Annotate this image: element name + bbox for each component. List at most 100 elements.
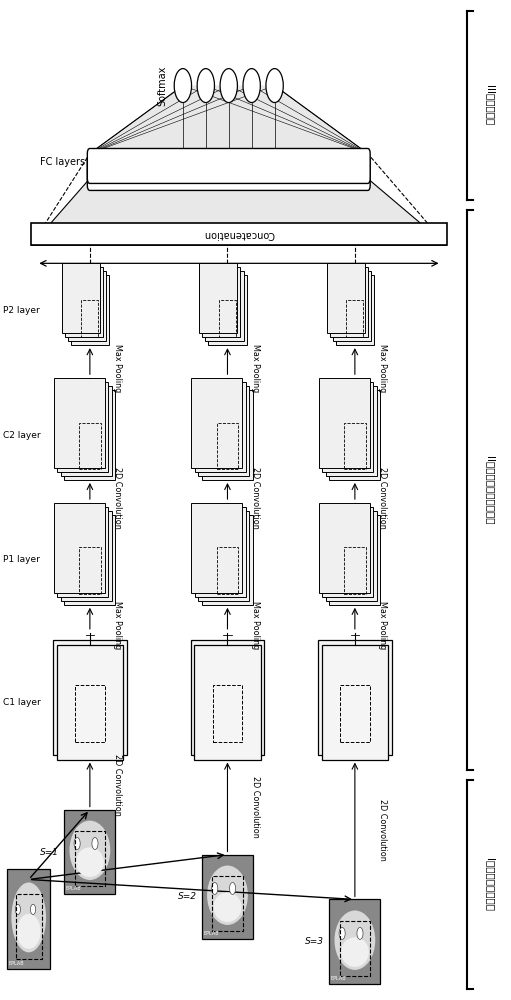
Circle shape — [197, 69, 215, 103]
Text: 2D Convolution: 2D Convolution — [379, 799, 387, 860]
Bar — [79, 547, 101, 594]
Bar — [198, 511, 249, 601]
Bar — [75, 685, 105, 742]
Text: III：分类阶段: III：分类阶段 — [485, 85, 495, 126]
Ellipse shape — [69, 821, 110, 880]
Bar — [319, 503, 369, 593]
Ellipse shape — [335, 910, 375, 970]
Bar — [191, 378, 242, 468]
Bar — [322, 507, 373, 597]
Text: P2 layer: P2 layer — [3, 306, 40, 315]
Bar — [75, 831, 105, 886]
Bar — [217, 423, 238, 469]
Text: Concatenation: Concatenation — [203, 229, 274, 239]
Text: Max Pooling: Max Pooling — [379, 344, 387, 392]
Bar — [208, 275, 247, 345]
Bar — [205, 271, 244, 341]
Bar — [195, 382, 246, 472]
Ellipse shape — [76, 847, 104, 877]
Circle shape — [243, 69, 260, 103]
Bar — [202, 390, 253, 480]
Circle shape — [339, 927, 345, 939]
Bar — [57, 507, 108, 597]
Bar — [31, 223, 447, 245]
Bar — [54, 378, 105, 468]
Bar — [346, 300, 363, 337]
Bar — [62, 263, 100, 333]
Bar — [198, 386, 249, 476]
Bar — [217, 547, 238, 594]
Bar — [194, 645, 261, 760]
Text: C2 layer: C2 layer — [3, 431, 41, 440]
Bar — [68, 271, 106, 341]
Text: 2D Convolution: 2D Convolution — [379, 467, 387, 528]
Bar — [195, 507, 246, 597]
Text: EPLAB: EPLAB — [331, 976, 346, 981]
Text: EPLAB: EPLAB — [203, 931, 219, 936]
Bar — [344, 547, 365, 594]
Bar — [213, 685, 242, 742]
Bar — [322, 382, 373, 472]
Ellipse shape — [207, 866, 248, 925]
Bar — [79, 423, 101, 469]
Bar — [330, 899, 380, 984]
FancyBboxPatch shape — [87, 148, 370, 183]
Bar — [322, 645, 388, 760]
Bar — [333, 271, 371, 341]
Circle shape — [229, 882, 236, 894]
Text: FC layers: FC layers — [40, 157, 85, 167]
Text: Max Pooling: Max Pooling — [379, 601, 387, 649]
Text: Max Pooling: Max Pooling — [113, 344, 123, 392]
Text: 2D Convolution: 2D Convolution — [113, 754, 123, 815]
Bar — [64, 515, 115, 605]
Bar — [202, 267, 241, 337]
Bar — [330, 390, 380, 480]
Bar — [53, 640, 127, 755]
Bar — [326, 511, 377, 601]
Text: S=1: S=1 — [40, 848, 59, 857]
Bar — [336, 275, 374, 345]
Circle shape — [212, 882, 218, 894]
Bar — [81, 300, 98, 337]
Bar — [330, 267, 368, 337]
Bar — [191, 640, 264, 755]
Bar — [327, 263, 365, 333]
Bar — [340, 921, 370, 976]
Bar — [57, 382, 108, 472]
Bar — [64, 390, 115, 480]
Text: Softmax: Softmax — [157, 65, 168, 106]
Text: P1 layer: P1 layer — [3, 555, 40, 564]
Polygon shape — [90, 86, 367, 153]
Text: II：多尺度特征提取阶段: II：多尺度特征提取阶段 — [485, 456, 495, 524]
Bar — [191, 503, 242, 593]
Circle shape — [174, 69, 192, 103]
Bar — [54, 503, 105, 593]
Bar — [202, 855, 253, 939]
Text: EPLAB: EPLAB — [66, 886, 82, 891]
Text: S=2: S=2 — [178, 892, 197, 901]
Bar — [61, 386, 112, 476]
Bar — [64, 810, 115, 894]
Bar — [326, 386, 377, 476]
Bar — [318, 640, 391, 755]
Bar — [330, 515, 380, 605]
FancyBboxPatch shape — [87, 155, 370, 190]
Bar — [212, 876, 243, 931]
Circle shape — [31, 904, 36, 915]
Circle shape — [266, 69, 283, 103]
Text: C1 layer: C1 layer — [3, 698, 41, 707]
Circle shape — [74, 838, 80, 850]
Text: 2D Convolution: 2D Convolution — [251, 776, 260, 838]
Text: 2D Convolution: 2D Convolution — [113, 467, 123, 528]
Bar — [199, 263, 238, 333]
Bar — [7, 869, 51, 969]
Text: EPLAB: EPLAB — [9, 961, 24, 966]
Text: S=3: S=3 — [305, 937, 324, 946]
Bar — [319, 378, 369, 468]
Bar — [65, 267, 103, 337]
Bar — [61, 511, 112, 601]
Ellipse shape — [17, 914, 41, 949]
Ellipse shape — [341, 937, 369, 967]
Bar — [16, 894, 42, 959]
Ellipse shape — [214, 892, 242, 922]
